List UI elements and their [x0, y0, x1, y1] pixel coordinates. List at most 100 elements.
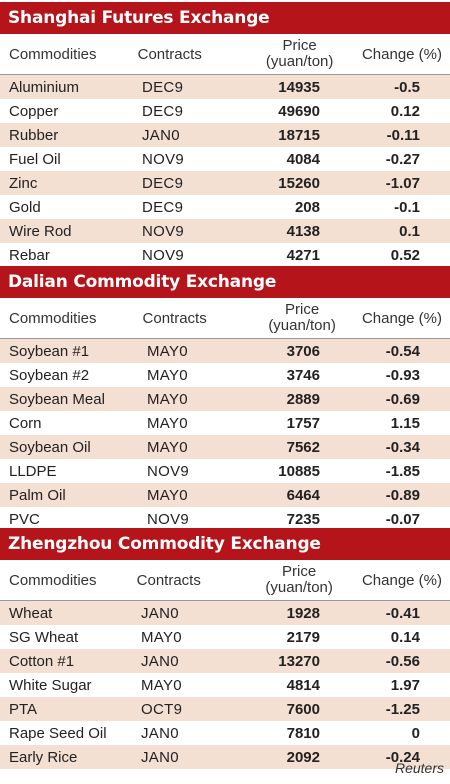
header-price: Price (yuan/ton) [248, 38, 352, 70]
commodity-cell: PVC [0, 507, 143, 531]
price-cell: 4271 [252, 243, 360, 267]
contract-cell: MAY0 [143, 339, 257, 363]
table-row: SG Wheat MAY0 2179 0.14 [0, 625, 450, 649]
commodity-cell: Early Rice [0, 745, 137, 769]
contract-cell: MAY0 [143, 483, 257, 507]
commodity-cell: Palm Oil [0, 483, 143, 507]
contract-cell: OCT9 [137, 697, 251, 721]
price-cell: 1928 [251, 601, 360, 625]
price-cell: 7235 [257, 507, 360, 531]
contract-cell: MAY0 [143, 411, 257, 435]
commodity-cell: Soybean Meal [0, 387, 143, 411]
change-cell: -0.93 [360, 363, 450, 387]
table-row: Soybean Oil MAY0 7562 -0.34 [0, 435, 450, 459]
table-row: Copper DEC9 49690 0.12 [0, 99, 450, 123]
column-header-row: Commodities Contracts Price (yuan/ton) Chang… [0, 560, 450, 601]
commodity-cell: Zinc [0, 171, 138, 195]
header-contracts: Contracts [136, 571, 201, 589]
table-row: Corn MAY0 1757 1.15 [0, 411, 450, 435]
change-cell: -0.24 [360, 745, 450, 769]
header-contracts: Contracts [137, 45, 202, 63]
price-cell: 18715 [252, 123, 360, 147]
table-row: LLDPE NOV9 10885 -1.85 [0, 459, 450, 483]
header-change: Change (%) [361, 309, 442, 327]
commodity-cell: Copper [0, 99, 138, 123]
contract-cell: MAY0 [137, 625, 251, 649]
table-row: Aluminium DEC9 14935 -0.5 [0, 75, 450, 99]
column-header-row: Commodities Contracts Price (yuan/ton) Chang… [0, 34, 450, 75]
table-row: Cotton #1 JAN0 13270 -0.56 [0, 649, 450, 673]
change-cell: -1.07 [360, 171, 450, 195]
commodity-cell: LLDPE [0, 459, 143, 483]
table-row: Wire Rod NOV9 4138 0.1 [0, 219, 450, 243]
commodity-cell: PTA [0, 697, 137, 721]
header-price: Price (yuan/ton) [253, 302, 352, 334]
change-cell: 0 [360, 721, 450, 745]
header-price-line1: Price [282, 563, 317, 580]
change-cell: -0.41 [360, 601, 450, 625]
table-row: Soybean #1 MAY0 3706 -0.54 [0, 339, 450, 363]
contract-cell: JAN0 [137, 649, 251, 673]
commodity-cell: Cotton #1 [0, 649, 137, 673]
change-cell: 1.15 [360, 411, 450, 435]
commodity-cell: White Sugar [0, 673, 137, 697]
price-cell: 208 [252, 195, 360, 219]
commodity-cell: Corn [0, 411, 143, 435]
table-row: White Sugar MAY0 4814 1.97 [0, 673, 450, 697]
commodity-cell: Soybean #2 [0, 363, 143, 387]
change-cell: 1.97 [360, 673, 450, 697]
commodity-cell: Soybean Oil [0, 435, 143, 459]
header-price-line1: Price [282, 37, 317, 54]
change-cell: -0.54 [360, 339, 450, 363]
price-cell: 7810 [251, 721, 360, 745]
table-row: Early Rice JAN0 2092 -0.24 [0, 745, 450, 769]
section-title: Zhengzhou Commodity Exchange [0, 528, 450, 560]
price-cell: 6464 [257, 483, 360, 507]
price-cell: 2889 [257, 387, 360, 411]
section-title: Shanghai Futures Exchange [0, 2, 450, 34]
change-cell: -0.07 [360, 507, 450, 531]
price-cell: 7562 [257, 435, 360, 459]
table-row: PVC NOV9 7235 -0.07 [0, 507, 450, 531]
price-cell: 1757 [257, 411, 360, 435]
table-row: Zinc DEC9 15260 -1.07 [0, 171, 450, 195]
change-cell: -1.25 [360, 697, 450, 721]
table-row: Wheat JAN0 1928 -0.41 [0, 601, 450, 625]
header-change: Change (%) [361, 571, 442, 589]
header-price-line1: Price [284, 301, 320, 318]
contract-cell: NOV9 [138, 243, 252, 267]
contract-cell: NOV9 [138, 147, 252, 171]
prices-table: Aluminium DEC9 14935 -0.5 Copper DEC9 49690 0.1… [0, 75, 450, 267]
column-header-row: Commodities Contracts Price (yuan/ton) Chang… [0, 298, 450, 339]
section-shanghai: Shanghai Futures Exchange Commodities Cont… [0, 2, 450, 267]
commodity-cell: Wire Rod [0, 219, 138, 243]
commodity-cell: Rubber [0, 123, 138, 147]
commodity-cell: SG Wheat [0, 625, 137, 649]
header-price-line2: (yuan/ton) [268, 317, 336, 334]
table-row: Fuel Oil NOV9 4084 -0.27 [0, 147, 450, 171]
contract-cell: MAY0 [143, 363, 257, 387]
contract-cell: MAY0 [137, 673, 251, 697]
price-cell: 10885 [257, 459, 360, 483]
prices-table: Wheat JAN0 1928 -0.41 SG Wheat MAY0 2179 0.14 Co… [0, 601, 450, 769]
change-cell: -0.89 [360, 483, 450, 507]
commodity-cell: Aluminium [0, 75, 138, 99]
table-row: Palm Oil MAY0 6464 -0.89 [0, 483, 450, 507]
contract-cell: DEC9 [138, 99, 252, 123]
contract-cell: JAN0 [137, 745, 251, 769]
change-cell: -0.56 [360, 649, 450, 673]
commodity-cell: Soybean #1 [0, 339, 143, 363]
source-credit: Reuters [394, 760, 444, 776]
contract-cell: DEC9 [138, 75, 252, 99]
header-commodities: Commodities [9, 309, 97, 327]
commodity-cell: Fuel Oil [0, 147, 138, 171]
contract-cell: NOV9 [138, 219, 252, 243]
header-price: Price (yuan/ton) [247, 564, 352, 596]
change-cell: -1.85 [360, 459, 450, 483]
header-commodities: Commodities [9, 45, 97, 63]
table-row: Soybean Meal MAY0 2889 -0.69 [0, 387, 450, 411]
price-cell: 49690 [252, 99, 360, 123]
price-cell: 2179 [251, 625, 360, 649]
commodity-cell: Rebar [0, 243, 138, 267]
